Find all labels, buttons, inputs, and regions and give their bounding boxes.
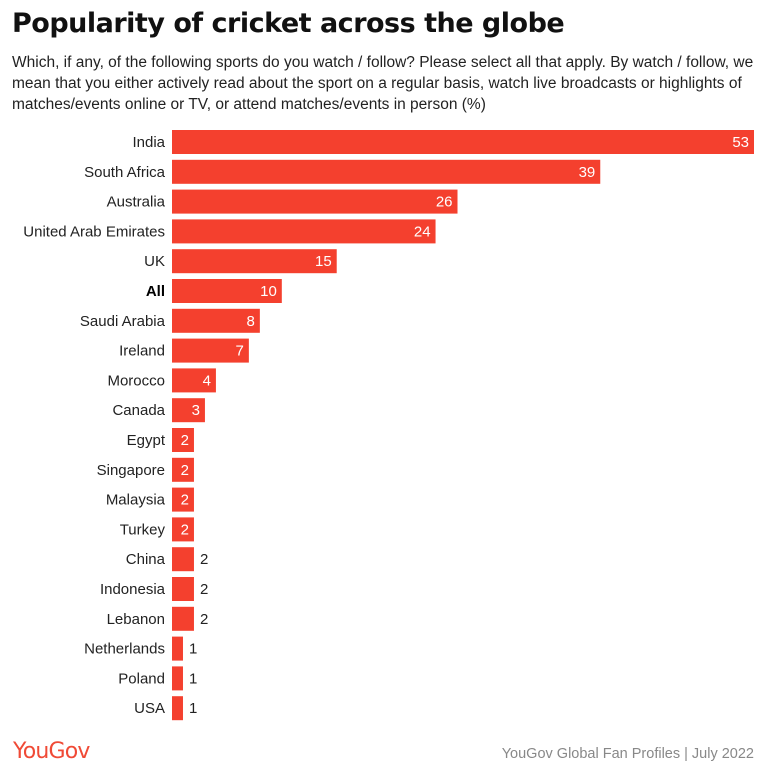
value-label: 2 <box>181 492 189 509</box>
category-label: United Arab Emirates <box>23 223 165 240</box>
value-label: 1 <box>189 700 197 717</box>
category-label: Singapore <box>97 462 165 479</box>
category-label: Australia <box>107 194 166 211</box>
value-label: 2 <box>200 581 208 598</box>
category-label: USA <box>134 700 165 717</box>
bar-chart: India 53 South Africa 39 Australia 26 United A… <box>23 130 754 721</box>
value-label: 2 <box>181 521 189 538</box>
bar <box>172 577 194 601</box>
bar <box>172 368 216 393</box>
category-label: Indonesia <box>100 581 166 598</box>
bar <box>172 517 194 542</box>
bar <box>172 606 194 631</box>
bar <box>172 666 183 691</box>
bar <box>172 487 194 512</box>
bar <box>172 189 458 214</box>
category-label: Turkey <box>120 521 166 538</box>
chart-subtitle: Which, if any, of the following sports d… <box>12 54 754 113</box>
value-label: 26 <box>436 194 453 211</box>
category-label: Morocco <box>107 372 165 389</box>
value-label: 2 <box>200 551 208 568</box>
category-label: China <box>126 551 166 568</box>
value-label: 39 <box>579 164 596 181</box>
category-label: Saudi Arabia <box>80 313 166 330</box>
category-label: All <box>146 283 165 300</box>
bar <box>172 398 205 423</box>
category-label: Poland <box>118 670 165 687</box>
chart-title: Popularity of cricket across the globe <box>12 8 565 39</box>
bar <box>172 547 194 572</box>
bar <box>172 219 436 244</box>
category-label: Ireland <box>119 343 165 360</box>
value-label: 7 <box>236 343 244 360</box>
bar <box>172 279 282 303</box>
bar <box>172 159 601 184</box>
value-label: 1 <box>189 670 197 687</box>
category-label: Netherlands <box>84 641 165 658</box>
value-label: 10 <box>260 283 277 300</box>
bar <box>172 457 194 482</box>
category-label: Canada <box>112 402 165 419</box>
value-label: 2 <box>181 462 189 479</box>
yougov-logo: YouGov <box>13 739 90 764</box>
bar <box>172 428 194 452</box>
category-label: Lebanon <box>107 611 165 628</box>
value-label: 2 <box>181 432 189 449</box>
value-label: 8 <box>247 313 255 330</box>
bar <box>172 249 337 274</box>
bar <box>172 130 754 154</box>
bar <box>172 338 249 363</box>
value-label: 2 <box>200 611 208 628</box>
source-note: YouGov Global Fan Profiles | July 2022 <box>501 746 754 762</box>
category-label: Egypt <box>127 432 166 449</box>
category-label: UK <box>144 253 165 270</box>
bar <box>172 636 183 661</box>
value-label: 15 <box>315 253 332 270</box>
bar <box>172 696 183 721</box>
value-label: 53 <box>732 134 749 151</box>
value-label: 4 <box>203 372 211 389</box>
value-label: 24 <box>414 223 431 240</box>
value-label: 3 <box>192 402 200 419</box>
value-label: 1 <box>189 641 197 658</box>
category-label: South Africa <box>84 164 166 181</box>
category-label: Malaysia <box>106 492 166 509</box>
category-label: India <box>132 134 165 151</box>
bar <box>172 308 260 333</box>
